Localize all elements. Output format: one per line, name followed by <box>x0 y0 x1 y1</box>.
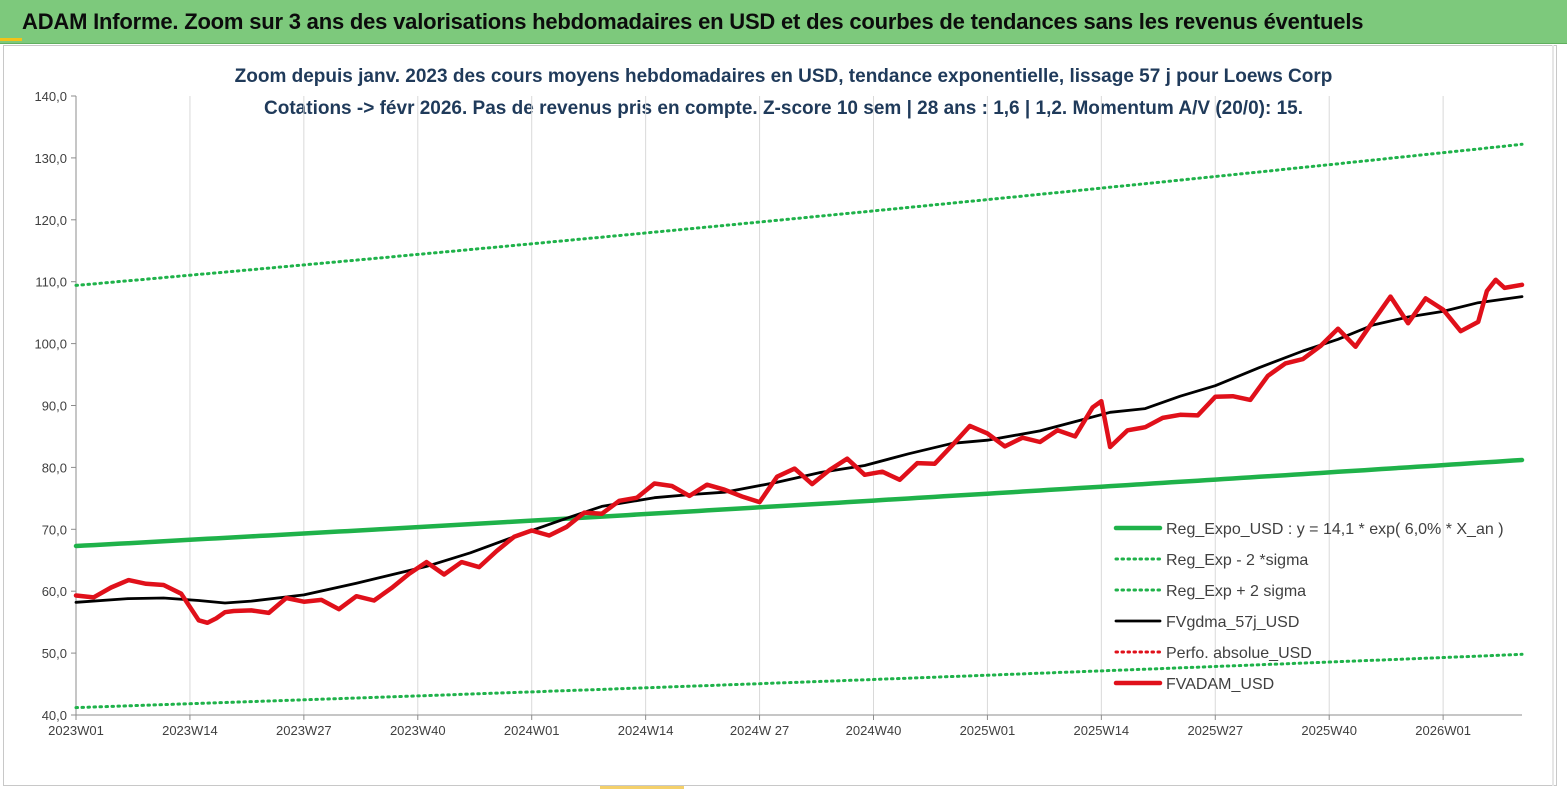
x-tick-label: 2025W01 <box>960 723 1016 738</box>
y-tick-label: 70,0 <box>42 522 67 537</box>
y-tick-label: 110,0 <box>35 275 67 290</box>
legend-label: FVgdma_57j_USD <box>1166 614 1299 631</box>
chart-frame <box>3 45 1557 786</box>
x-tick-label: 2024W 27 <box>730 723 789 738</box>
y-tick-label: 130,0 <box>34 151 67 166</box>
x-tick-label: 2023W27 <box>276 723 332 738</box>
chart-subtitle: Cotations -> févr 2026. Pas de revenus p… <box>264 98 1303 119</box>
series-line-1 <box>74 652 1524 710</box>
y-tick-label: 40,0 <box>42 708 67 723</box>
x-tick-label: 2024W40 <box>846 723 902 738</box>
legend-label: Reg_Expo_USD : y = 14,1 * exp( 6,0% * X_… <box>1166 521 1504 538</box>
y-tick-label: 60,0 <box>42 584 67 599</box>
legend-label: FVADAM_USD <box>1166 676 1274 693</box>
series-line-2 <box>74 142 1524 287</box>
y-tick-label: 80,0 <box>42 460 67 475</box>
y-tick-label: 120,0 <box>34 213 67 228</box>
x-tick-label: 2025W14 <box>1074 723 1130 738</box>
x-tick-label: 2023W40 <box>390 723 446 738</box>
frame-right-rule <box>1552 45 1554 786</box>
series-line-5 <box>73 277 1525 626</box>
header-banner: ADAM Informe. Zoom sur 3 ans des valoris… <box>0 0 1567 44</box>
bottom-accent-mark <box>600 786 684 789</box>
x-tick-label: 2023W01 <box>48 723 104 738</box>
series-line-3 <box>74 295 1524 605</box>
legend-label: Reg_Exp - 2 *sigma <box>1166 552 1308 569</box>
x-tick-label: 2026W01 <box>1415 723 1471 738</box>
x-tick-label: 2025W40 <box>1301 723 1357 738</box>
x-tick-label: 2023W14 <box>162 723 218 738</box>
y-tick-label: 50,0 <box>42 646 67 661</box>
y-tick-label: 140,0 <box>34 89 67 104</box>
series-line-0 <box>73 457 1525 549</box>
legend-label: Perfo. absolue_USD <box>1166 645 1312 662</box>
y-tick-label: 100,0 <box>34 337 67 352</box>
x-tick-label: 2025W27 <box>1187 723 1243 738</box>
y-tick-label: 90,0 <box>42 399 67 414</box>
legend-label: Reg_Exp + 2 sigma <box>1166 583 1306 600</box>
x-tick-label: 2024W14 <box>618 723 674 738</box>
page-title: ADAM Informe. Zoom sur 3 ans des valoris… <box>22 9 1364 34</box>
banner-accent-mark <box>0 38 22 41</box>
x-tick-label: 2024W01 <box>504 723 560 738</box>
chart-title: Zoom depuis janv. 2023 des cours moyens … <box>234 66 1333 87</box>
